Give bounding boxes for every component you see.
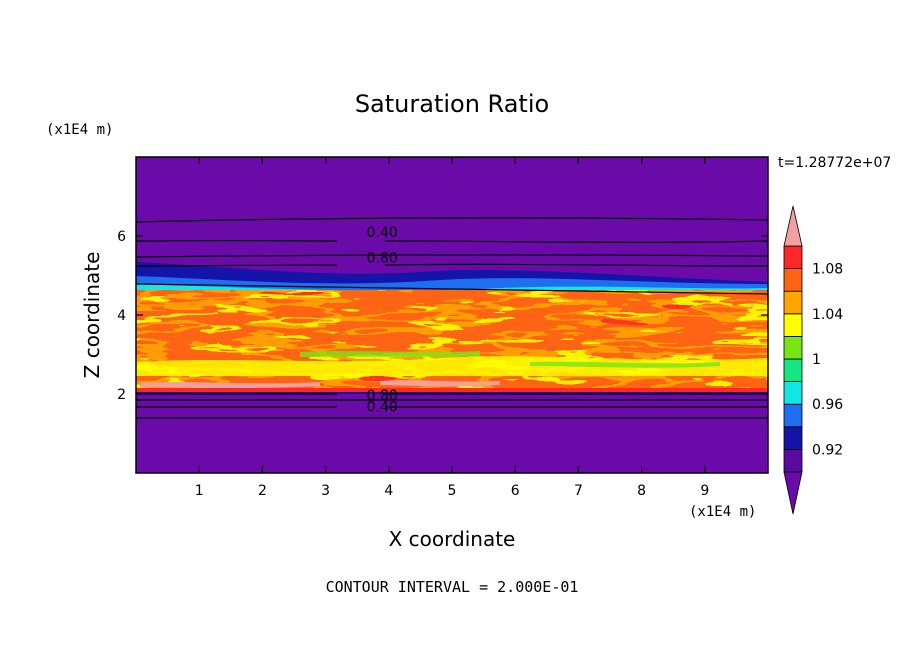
- colorbar-label: 1.08: [812, 262, 843, 278]
- colorbar-segment: [783, 381, 803, 405]
- contour-label: 0.80: [367, 388, 398, 404]
- y-tick-label: 2: [117, 387, 126, 403]
- colorbar-under-arrow: [783, 471, 803, 515]
- time-label: t=1.28772e+07: [778, 155, 891, 171]
- x-tick-label: 5: [448, 483, 457, 499]
- contour-lines: [136, 217, 768, 419]
- x-unit-label: (x1E4 m): [689, 504, 756, 520]
- bottom-pink-streak: [140, 380, 500, 388]
- colorbar-segment: [783, 403, 803, 428]
- colorbar-segment: [783, 448, 803, 473]
- x-tick-label: 4: [384, 483, 393, 499]
- colorbar-segment: [783, 426, 803, 450]
- colorbar-segment: [783, 290, 803, 315]
- y-unit-label: (x1E4 m): [46, 122, 113, 138]
- lower-yellow-band: [136, 356, 768, 376]
- contour-line-upper-1: [136, 217, 768, 223]
- bottom-blue-fringe: [136, 392, 768, 394]
- colorbar-segment: [783, 358, 803, 383]
- contour-label: 0.40: [367, 225, 398, 241]
- lower-green-streaks: [300, 351, 720, 368]
- x-tick-label: 7: [574, 483, 583, 499]
- x-tick-label: 2: [258, 483, 267, 499]
- contour-line-upper-3: [136, 254, 768, 258]
- axes: 1 2 3 4 5 6 7 8 9 2 4 6: [117, 157, 768, 499]
- contour-label: 0.80: [367, 251, 398, 267]
- colorbar-label: 1.04: [812, 307, 843, 323]
- y-tick-label: 4: [117, 308, 126, 324]
- plot-area: 0.400.800.800.40: [136, 157, 768, 473]
- contour-label: 0.40: [367, 400, 398, 416]
- x-tick-label: 6: [511, 483, 520, 499]
- colorbar: 0.92 0.96 1 1.04 1.08: [783, 205, 843, 515]
- x-tick-label: 9: [700, 483, 709, 499]
- x-tick-label: 3: [321, 483, 330, 499]
- colorbar-label: 1: [812, 352, 821, 368]
- y-axis-label: Z coordinate: [80, 252, 104, 379]
- saturated-layer-red: [136, 290, 768, 394]
- contour-interval-label: CONTOUR INTERVAL = 2.000E-01: [326, 578, 579, 596]
- colorbar-segment: [783, 335, 803, 360]
- saturated-bottom-edge: [136, 388, 768, 393]
- y-tick-label: 6: [117, 229, 126, 245]
- colorbar-segment: [783, 245, 803, 270]
- colorbar-label: 0.96: [812, 397, 843, 413]
- colorbar-segment: [783, 313, 803, 337]
- contour-line-upper-2: [136, 239, 768, 243]
- x-axis-label: X coordinate: [389, 527, 516, 551]
- x-tick-label: 8: [637, 483, 646, 499]
- chart-title: Saturation Ratio: [355, 90, 549, 118]
- contour-line-upper-4: [136, 263, 768, 267]
- contour-labels: 0.400.800.800.40: [367, 225, 398, 416]
- colorbar-over-arrow: [783, 205, 803, 247]
- colorbar-segment: [783, 268, 803, 292]
- contour-line-upper-5: [136, 283, 768, 295]
- x-tick-label: 1: [195, 483, 204, 499]
- colorbar-label: 0.92: [812, 442, 843, 458]
